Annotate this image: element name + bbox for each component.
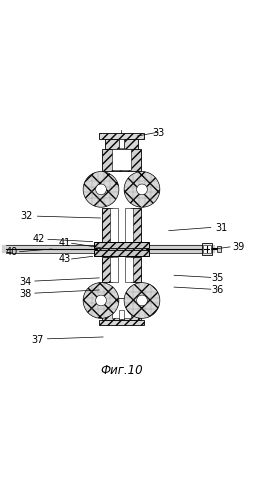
Bar xyxy=(119,139,124,148)
Circle shape xyxy=(137,295,147,306)
Bar xyxy=(111,298,131,318)
Bar xyxy=(131,257,141,282)
Circle shape xyxy=(96,184,106,195)
Bar xyxy=(102,257,112,282)
Text: 43: 43 xyxy=(59,254,71,264)
Bar xyxy=(105,310,119,320)
Circle shape xyxy=(124,171,160,207)
Bar xyxy=(102,149,141,171)
Circle shape xyxy=(83,171,119,207)
Bar xyxy=(119,310,124,319)
Text: 36: 36 xyxy=(211,285,223,295)
Bar xyxy=(94,242,149,248)
Circle shape xyxy=(137,184,147,195)
Text: 33: 33 xyxy=(152,128,164,138)
Bar xyxy=(102,208,112,242)
Bar xyxy=(125,257,133,282)
Bar xyxy=(217,246,221,252)
Bar xyxy=(110,257,118,282)
Text: 34: 34 xyxy=(20,277,32,287)
Bar xyxy=(99,320,144,325)
Bar xyxy=(111,149,131,170)
Text: 40: 40 xyxy=(5,247,17,256)
Bar xyxy=(97,248,147,250)
Bar xyxy=(105,139,119,149)
Text: 41: 41 xyxy=(59,238,71,248)
Bar xyxy=(131,208,141,242)
Text: 32: 32 xyxy=(21,211,33,221)
Bar xyxy=(124,310,138,320)
Text: 39: 39 xyxy=(232,242,244,252)
Bar xyxy=(203,245,210,253)
Circle shape xyxy=(83,282,119,318)
Text: Фиг.10: Фиг.10 xyxy=(100,364,143,377)
Bar xyxy=(99,133,144,139)
Text: 42: 42 xyxy=(32,234,45,245)
Text: 38: 38 xyxy=(20,289,32,299)
Bar xyxy=(124,139,138,149)
Bar xyxy=(110,208,118,242)
Bar xyxy=(125,208,133,242)
Bar xyxy=(102,298,141,320)
Bar xyxy=(94,250,149,256)
Text: 37: 37 xyxy=(31,335,44,345)
Circle shape xyxy=(124,282,160,318)
Text: 31: 31 xyxy=(215,223,227,233)
Circle shape xyxy=(96,295,106,306)
Text: 35: 35 xyxy=(211,273,224,283)
Bar xyxy=(202,243,212,255)
